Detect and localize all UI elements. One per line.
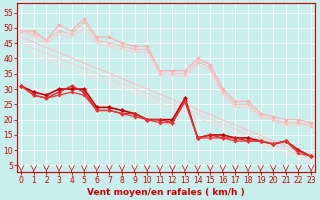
- X-axis label: Vent moyen/en rafales ( km/h ): Vent moyen/en rafales ( km/h ): [87, 188, 245, 197]
